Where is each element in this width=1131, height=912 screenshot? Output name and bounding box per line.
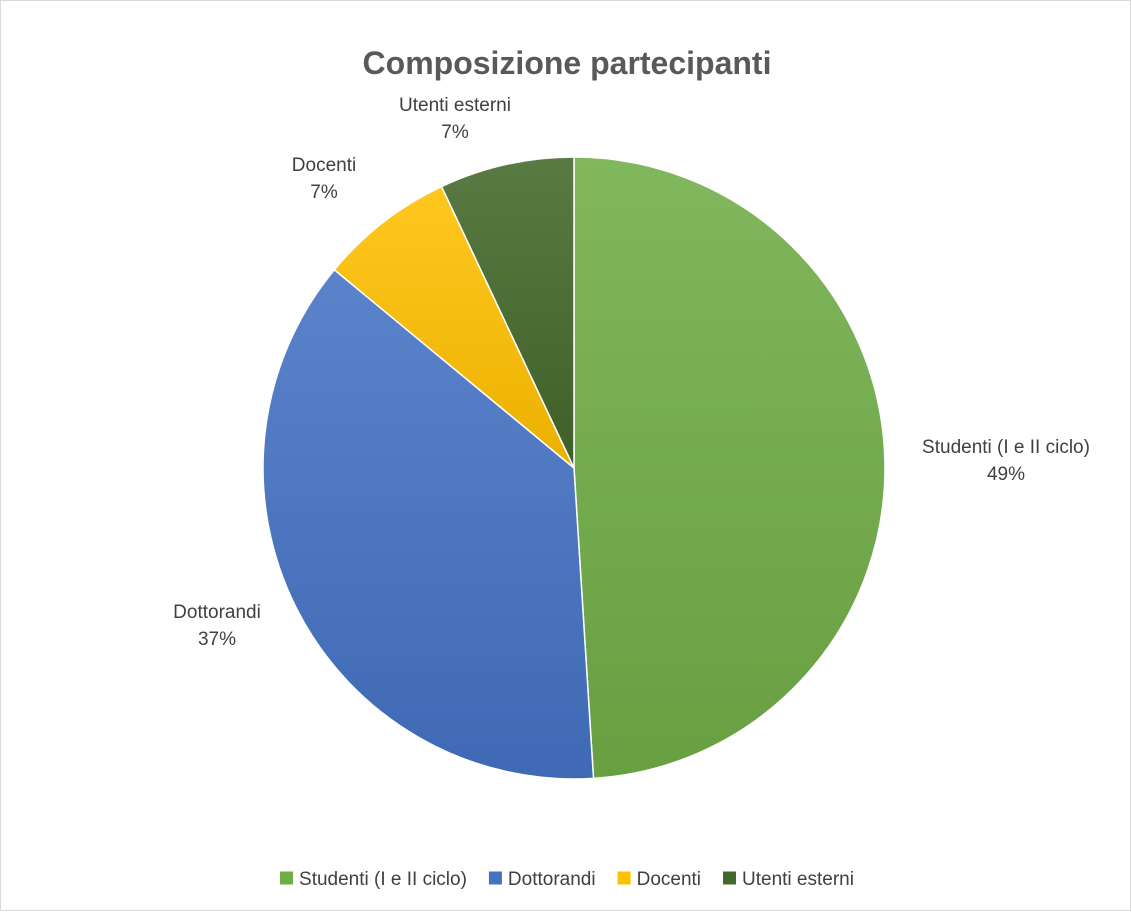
pie-slice-docenti [333,185,575,469]
chart-title: Composizione partecipanti [363,45,772,81]
slice-label-name: Utenti esterni [399,95,511,116]
slice-label-percent: 7% [310,182,338,203]
slice-label-dottorandi: Dottorandi 37% [173,602,261,650]
legend-item-studenti-i-e-ii-ciclo: Studenti (I e II ciclo) [280,869,467,890]
slice-label-studenti-i-e-ii-ciclo: Studenti (I e II ciclo) 49% [922,437,1090,485]
legend-item-docenti: Docenti [617,869,701,890]
legend-label: Dottorandi [508,869,596,890]
legend-swatch [723,871,737,885]
legend-swatch [617,871,631,885]
legend-item-utenti-esterni: Utenti esterni [723,869,854,890]
legend-swatch [280,871,294,885]
slice-label-percent: 37% [198,629,236,650]
pie-slice-utenti-esterni [440,156,575,469]
legend-label: Utenti esterni [742,869,854,890]
slice-label-name: Dottorandi [173,602,261,623]
slice-labels: Studenti (I e II ciclo) 49%Dottorandi 37%D… [173,95,1090,650]
pie-slices [262,156,886,780]
slice-label-utenti-esterni: Utenti esterni 7% [399,95,511,143]
slice-label-name: Docenti [292,155,356,176]
legend-label: Studenti (I e II ciclo) [299,869,467,890]
slice-label-percent: 49% [987,464,1025,485]
legend: Studenti (I e II ciclo) Dottorandi Docenti… [280,869,854,890]
slice-label-percent: 7% [441,122,469,143]
legend-item-dottorandi: Dottorandi [488,869,596,890]
slice-label-name: Studenti (I e II ciclo) [922,437,1090,458]
slice-label-docenti: Docenti 7% [292,155,356,203]
legend-swatch [488,871,502,885]
pie-slice-studenti-i-e-ii-ciclo [573,156,886,780]
legend-label: Docenti [637,869,701,890]
pie-slice-dottorandi [262,268,595,780]
